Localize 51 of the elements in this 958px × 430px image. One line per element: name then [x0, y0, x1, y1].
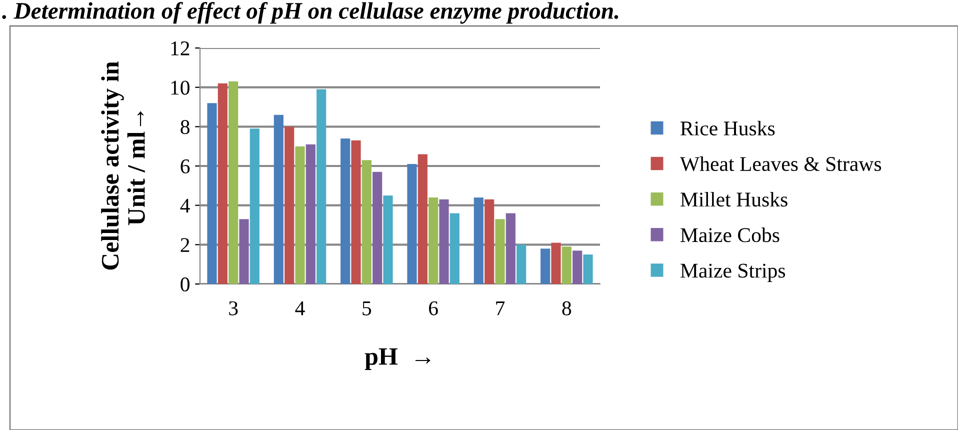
- x-tick-label: 6: [429, 301, 438, 316]
- bar: [450, 213, 460, 284]
- y-tick-label: 0: [180, 277, 190, 292]
- bar: [274, 114, 284, 284]
- bar: [316, 89, 326, 284]
- bar: [418, 154, 428, 284]
- x-tick-label: 4: [295, 301, 305, 316]
- legend-label: Maize Cobs: [680, 228, 780, 242]
- bar: [474, 197, 484, 284]
- bar: [351, 140, 361, 284]
- bar: [239, 219, 249, 284]
- y-tick-label: 8: [180, 120, 190, 134]
- bar: [540, 248, 550, 284]
- x-tick-label: 7: [496, 301, 505, 316]
- bar: [340, 138, 350, 284]
- bar: [484, 199, 494, 284]
- bar: [250, 128, 260, 284]
- bar: [207, 103, 217, 284]
- bar: [383, 196, 393, 284]
- bar: [362, 160, 372, 284]
- legend-label: Millet Husks: [680, 192, 788, 207]
- bar: [428, 197, 438, 284]
- bar: [284, 126, 294, 284]
- bar: [572, 250, 582, 284]
- bar: [306, 144, 316, 284]
- y-axis-title: Cellulase activity in Unit / ml→: [101, 62, 145, 270]
- bar: [295, 146, 305, 284]
- bar: [583, 254, 593, 284]
- x-tick-label: 5: [362, 301, 372, 316]
- y-tick-label: 2: [180, 238, 190, 252]
- y-tick-label: 10: [171, 80, 190, 95]
- bar: [506, 213, 516, 284]
- bar: [372, 172, 382, 284]
- bar: [562, 246, 572, 284]
- bar: [551, 242, 561, 284]
- y-tick-label: 6: [180, 159, 190, 174]
- chart-title: . Determination of effect of pH on cellulase enzyme production.: [2, 2, 618, 24]
- bar: [495, 219, 505, 284]
- bar: [439, 199, 449, 284]
- bar: [516, 244, 526, 284]
- y-tick-label: 12: [171, 41, 190, 56]
- bar: [228, 81, 238, 284]
- legend-label: Maize Strips: [680, 264, 786, 282]
- bar: [218, 83, 228, 284]
- legend-label: Wheat Leaves & Straws: [680, 156, 882, 172]
- x-tick-label: 8: [562, 301, 572, 316]
- legend-label: Rice Husks: [680, 120, 775, 136]
- x-tick-label: 3: [229, 301, 238, 316]
- bar: [407, 164, 417, 284]
- y-tick-label: 4: [180, 198, 190, 213]
- x-axis-title: pH →: [364, 348, 430, 370]
